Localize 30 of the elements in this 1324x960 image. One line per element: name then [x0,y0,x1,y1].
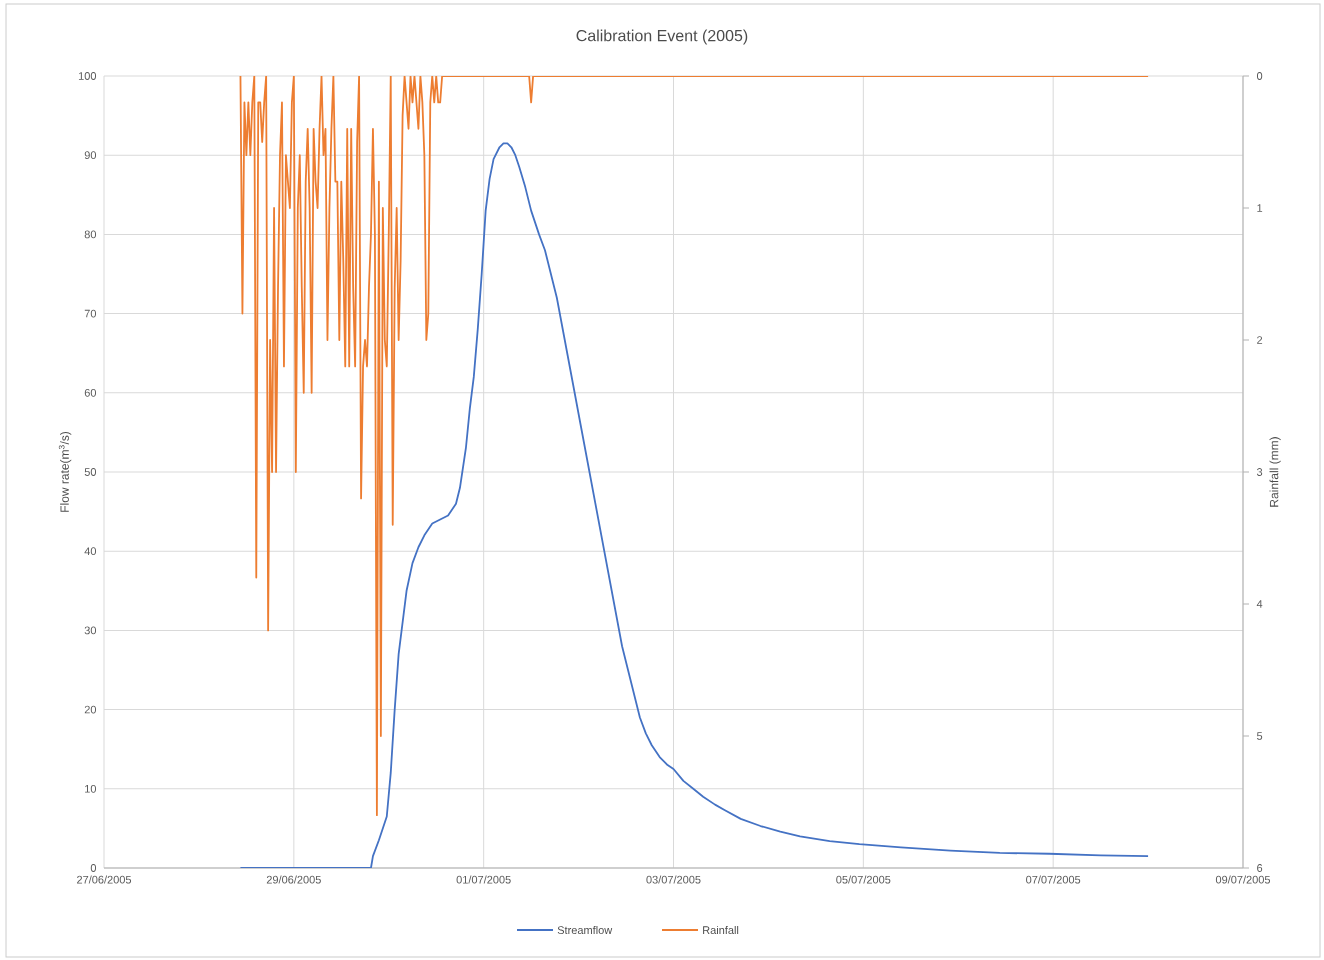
y2-axis-title: Rainfall (mm) [1269,437,1281,507]
x-tick-label: 09/07/2005 [1215,875,1271,884]
y-tick-label: 90 [84,151,97,160]
y-tick-label: 0 [90,864,97,872]
x-tick-label: 27/06/2005 [77,875,132,884]
chart-title: Calibration Event (2005) [576,29,748,45]
y2-tick-label: 4 [1256,600,1263,608]
y2-tick-label: 1 [1257,204,1263,212]
y2-tick-label: 5 [1256,732,1263,740]
y2-tick-label: 2 [1257,336,1263,344]
y-tick-label: 100 [78,72,97,80]
y-axis-title: Flow rate(m$^{3}$/s) [58,431,72,512]
x-tick-label: 05/07/2005 [836,875,891,884]
y-tick-label: 30 [84,626,97,635]
y2-tick-label: 6 [1257,864,1263,872]
legend-label: Rainfall [703,925,739,935]
y2-tick-label: 0 [1256,72,1263,80]
y-tick-label: 20 [84,705,97,714]
y-tick-label: 40 [84,547,97,556]
y-tick-label: 70 [84,309,97,318]
y-tick-label: 10 [85,784,97,793]
y-tick-label: 50 [84,468,97,476]
y-tick-label: 60 [84,388,97,397]
x-tick-label: 29/06/2005 [266,875,321,884]
x-tick-label: 07/07/2005 [1026,875,1081,884]
x-tick-label: 03/07/2005 [646,875,701,884]
legend-label: Streamflow [557,925,613,935]
y-tick-label: 80 [84,230,97,239]
x-tick-label: 01/07/2005 [456,875,511,884]
y2-tick-label: 3 [1256,468,1263,476]
